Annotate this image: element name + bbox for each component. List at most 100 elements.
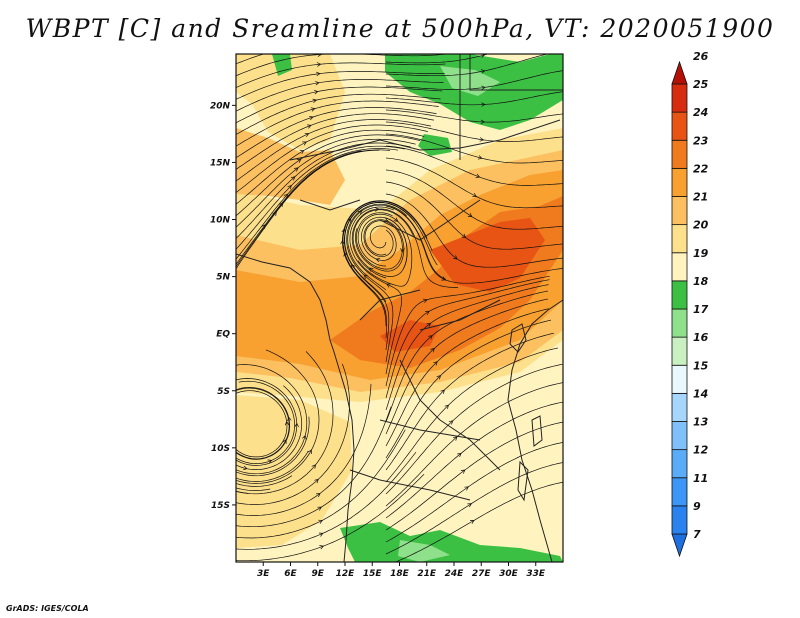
streamline (172, 318, 226, 490)
streamline (236, 364, 308, 475)
lat-tick-label: EQ (216, 330, 230, 340)
lon-tick-label: 6E (284, 569, 297, 579)
streamline (226, 33, 447, 56)
grads-credit: GrADS: IGES/COLA (6, 604, 89, 613)
colorbar-segment (671, 280, 688, 310)
streamline (236, 429, 406, 539)
colorbar-label: 25 (693, 78, 709, 91)
streamline (236, 107, 437, 159)
lon-tick-label: 33E (526, 569, 546, 579)
colorbar-segment (671, 392, 688, 422)
colorbar-label: 7 (693, 528, 701, 541)
streamline (236, 138, 416, 228)
streamline-arrow (172, 383, 176, 387)
streamline (347, 204, 447, 291)
streamline (236, 113, 434, 170)
streamline (236, 475, 293, 487)
colorbar-segment (671, 449, 688, 479)
streamline (236, 149, 380, 270)
streamline (236, 387, 291, 460)
coastline (507, 299, 563, 562)
streamline (394, 481, 563, 562)
lon-tick-label: 3E (257, 569, 270, 579)
streamline (236, 390, 288, 458)
streamline (385, 91, 563, 106)
streamline (385, 290, 548, 423)
streamline (236, 363, 350, 505)
streamline (236, 86, 443, 124)
wbpt-17-region (398, 540, 450, 562)
streamline (385, 145, 563, 186)
streamline (385, 54, 489, 64)
colorbar-label: 21 (693, 191, 708, 204)
country-border (289, 54, 563, 501)
streamline-arrow (180, 419, 184, 423)
wbpt-18-region (272, 54, 292, 76)
coastline (236, 253, 355, 562)
streamline (342, 200, 422, 339)
colorbar-label: 18 (693, 275, 709, 288)
streamline (236, 387, 290, 460)
streamline (236, 124, 428, 194)
streamline (385, 193, 563, 268)
colorbar-label: 11 (693, 472, 708, 485)
streamline (385, 284, 549, 411)
streamline (361, 216, 408, 270)
colorbar-label: 23 (693, 134, 709, 147)
streamline (236, 473, 425, 562)
streamline (236, 385, 303, 470)
colorbar-label: 12 (693, 444, 709, 457)
streamline (385, 70, 563, 90)
streamline (349, 206, 402, 375)
streamline (236, 406, 392, 528)
colorbar-segment (671, 336, 688, 366)
streamline (343, 201, 415, 351)
colorbar-high-arrow (671, 60, 688, 85)
streamline-arrow (319, 21, 323, 25)
streamline (342, 200, 428, 327)
streamline (385, 169, 563, 230)
map-panel: 20N 15N 10N 5N EQ 5S 10S 15S 3E 6E 9E 12E 15E 18E 21E… (172, 21, 564, 579)
lat-tick-label: 15N (210, 158, 231, 168)
streamline (385, 332, 554, 471)
colorbar-label: 13 (693, 416, 709, 429)
lon-tick-label: 9E (312, 569, 325, 579)
streamline (236, 349, 320, 484)
wbpt-20-region (236, 54, 345, 150)
streamline (236, 100, 439, 147)
chart-title: WBPT [C] and Sreamline at 500hPa, VT: 20… (25, 14, 775, 43)
streamline (236, 54, 446, 77)
colorbar-segment (671, 224, 688, 254)
lat-tick-label: 5S (217, 387, 230, 397)
streamline (356, 212, 403, 270)
wbpt-18-region (418, 134, 452, 156)
colorbar-segment (671, 477, 688, 507)
temperature-field (236, 54, 563, 562)
streamline (236, 93, 441, 135)
streamline (236, 378, 298, 466)
streamline (385, 382, 563, 507)
colorbar-label: 20 (693, 219, 709, 232)
lon-tick-label: 18E (390, 569, 410, 579)
colorbar-label: 14 (693, 387, 708, 400)
colorbar-label: 15 (693, 359, 709, 372)
wbpt-24-region (430, 218, 545, 292)
streamline (385, 298, 548, 435)
streamline (385, 347, 558, 483)
streamline (236, 351, 334, 495)
streamline (236, 79, 444, 112)
streamline (236, 71, 445, 100)
colorbar-label: 16 (693, 331, 709, 344)
streamlines (172, 21, 563, 562)
streamline (236, 148, 399, 260)
streamline (385, 279, 550, 399)
streamline-arrow (318, 43, 322, 47)
streamline (236, 380, 295, 464)
colorbar-label: 22 (693, 162, 709, 175)
streamline (351, 208, 458, 288)
streamline-arrow (188, 434, 192, 438)
streamline (385, 308, 549, 447)
colorbar-segment (671, 421, 688, 451)
streamline-arrow (219, 461, 223, 465)
